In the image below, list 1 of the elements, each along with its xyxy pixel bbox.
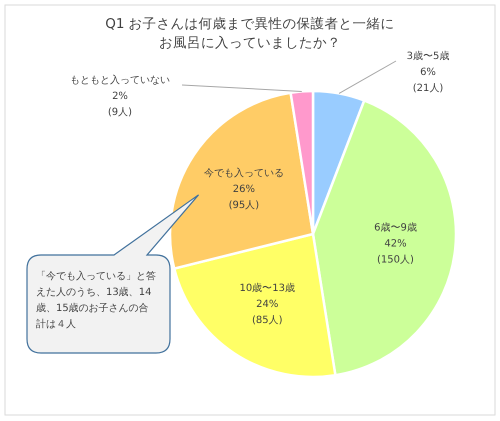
title: Q1 お子さんは何歳まで異性の保護者と一緒にお風呂に入っていましたか？ (105, 16, 395, 51)
